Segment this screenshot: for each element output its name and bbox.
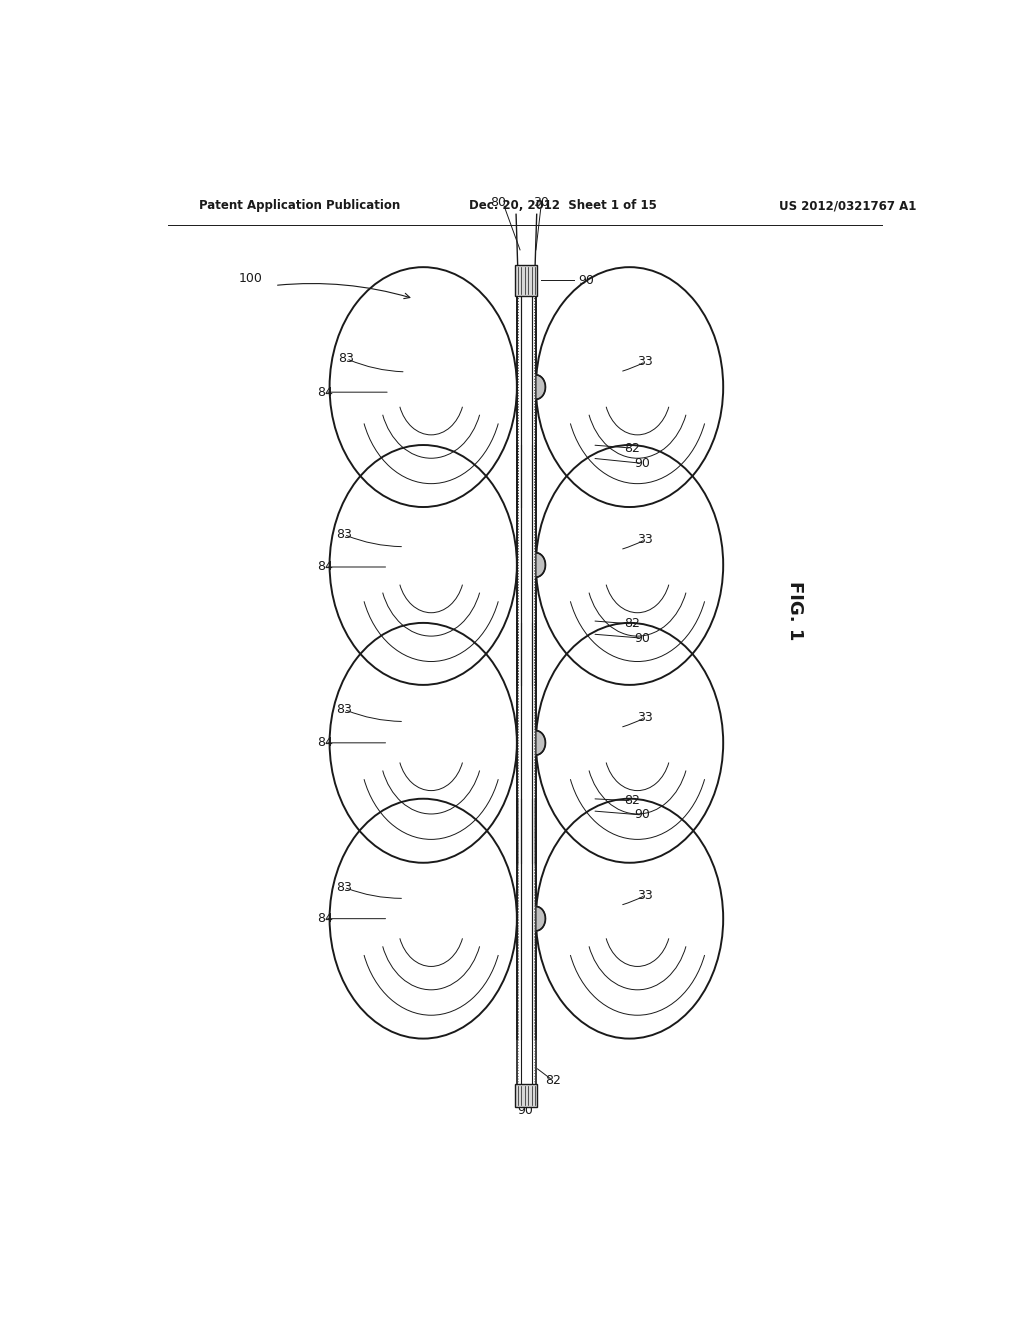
Text: 84: 84 bbox=[316, 385, 333, 399]
Text: 90: 90 bbox=[634, 457, 650, 470]
Text: 90: 90 bbox=[578, 273, 594, 286]
Wedge shape bbox=[536, 731, 546, 755]
Text: 83: 83 bbox=[338, 352, 354, 366]
Wedge shape bbox=[536, 553, 546, 577]
Text: Patent Application Publication: Patent Application Publication bbox=[200, 199, 400, 213]
Text: 83: 83 bbox=[336, 880, 352, 894]
Text: 82: 82 bbox=[624, 442, 640, 454]
Text: 82: 82 bbox=[624, 618, 640, 631]
Text: 80: 80 bbox=[490, 195, 507, 209]
Text: 33: 33 bbox=[638, 711, 653, 723]
Wedge shape bbox=[536, 907, 546, 931]
Text: 82: 82 bbox=[545, 1073, 560, 1086]
Text: FIG. 1: FIG. 1 bbox=[785, 581, 804, 640]
Text: 83: 83 bbox=[336, 528, 352, 541]
Text: 84: 84 bbox=[316, 737, 333, 750]
Bar bbox=[515, 1084, 538, 1106]
Text: 90: 90 bbox=[517, 1105, 532, 1117]
Text: 84: 84 bbox=[316, 561, 333, 573]
Text: 100: 100 bbox=[239, 272, 263, 285]
Text: Dec. 20, 2012  Sheet 1 of 15: Dec. 20, 2012 Sheet 1 of 15 bbox=[469, 199, 657, 213]
Text: 33: 33 bbox=[638, 355, 653, 368]
Wedge shape bbox=[536, 375, 546, 399]
Bar bbox=[515, 265, 538, 296]
Text: 83: 83 bbox=[336, 702, 352, 715]
Text: 33: 33 bbox=[638, 533, 653, 546]
Text: 82: 82 bbox=[624, 795, 640, 808]
Text: 33: 33 bbox=[638, 888, 653, 902]
Text: 90: 90 bbox=[634, 808, 650, 821]
Text: US 2012/0321767 A1: US 2012/0321767 A1 bbox=[778, 199, 916, 213]
Text: 30: 30 bbox=[532, 195, 549, 209]
Text: 84: 84 bbox=[316, 912, 333, 925]
Text: 90: 90 bbox=[634, 632, 650, 644]
